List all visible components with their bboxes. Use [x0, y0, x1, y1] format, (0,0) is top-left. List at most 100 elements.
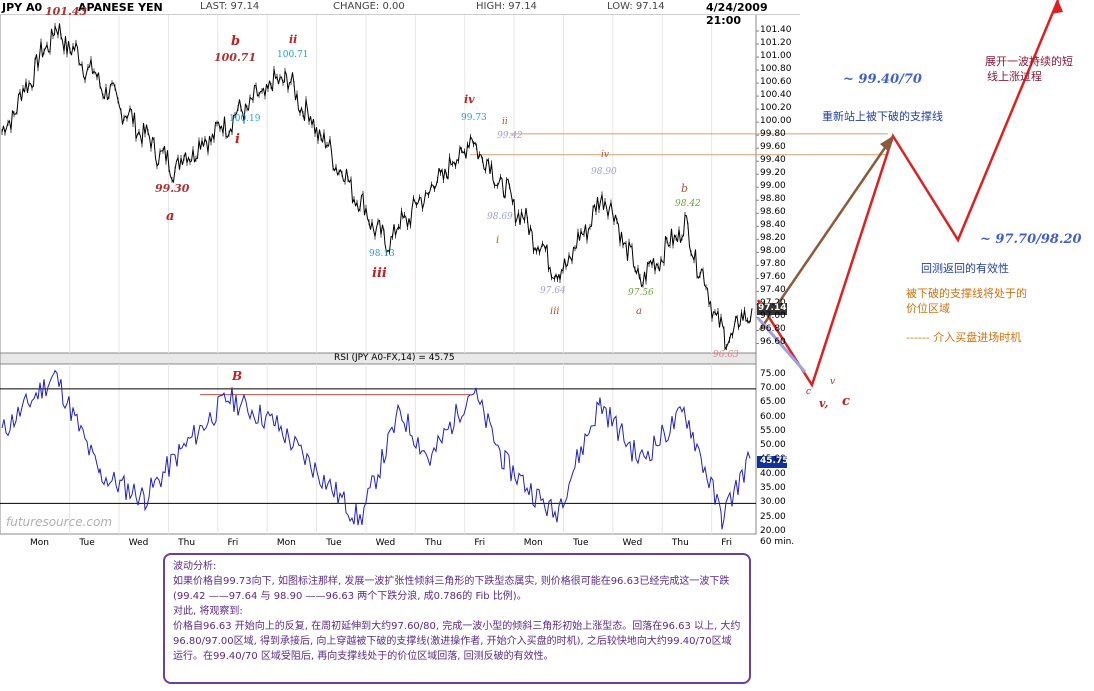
label-i-small: i — [496, 235, 500, 246]
rsi-tick-label: 25.00 — [760, 511, 786, 522]
price-tick-label: 97.60 — [760, 272, 786, 283]
price-tick-label: 99.20 — [760, 168, 786, 179]
label-100-71-red: 100.71 — [214, 51, 257, 64]
rsi-tick-label: 40.00 — [760, 468, 786, 479]
price-tick-label: 98.00 — [760, 246, 786, 257]
price-line — [1, 23, 753, 351]
price-tick-label: 97.40 — [760, 285, 786, 296]
x-tick-label: Tue — [573, 538, 589, 548]
x-tick-label: Fri — [227, 538, 239, 548]
price-pane-frame — [0, 13, 757, 354]
x-tick-label: Wed — [128, 538, 149, 548]
reclaim-note: 重新站上被下破的支撑线 — [822, 110, 943, 123]
x-tick-label: Tue — [326, 538, 342, 548]
rsi-tick-label: 35.00 — [760, 483, 786, 494]
price-tick-label: 100.80 — [760, 64, 792, 75]
label-98-42: 98.42 — [675, 199, 701, 209]
x-tick-label: Wed — [622, 538, 643, 548]
projection-purple-line — [756, 317, 807, 373]
chart-header: JPY A0 APANESE YEN LAST: 97.14 CHANGE: 0… — [0, 0, 800, 27]
analysis-title: 波动分析: — [173, 561, 217, 572]
rsi-line — [1, 369, 751, 530]
x-tick-label: Thu — [425, 538, 442, 548]
price-tick-label: 100.20 — [760, 103, 792, 114]
rsi-tick-label: 60.00 — [760, 411, 786, 422]
datetime: 4/24/2009 21:00 — [706, 1, 768, 27]
analysis-box: 波动分析: 如果价格自99.73向下, 如图标注那样, 发展一波扩张性倾斜三角形… — [163, 553, 751, 684]
target-97-70-98-20: ~ 97.70/98.20 — [980, 232, 1082, 247]
label-97-56: 97.56 — [628, 288, 654, 298]
price-tick-label: 99.60 — [760, 142, 786, 153]
analysis-paragraph-3: 价格自96.63 开始向上的反复, 在周初延伸到大约97.60/80, 完成一波… — [173, 621, 741, 662]
price-tick-label: 96.80 — [760, 324, 786, 335]
price-tick-label: 99.40 — [760, 155, 786, 166]
x-unit: 60 min. — [760, 537, 795, 547]
rsi-tick-label: 45.00 — [760, 454, 786, 465]
high: HIGH: 97.14 — [476, 1, 537, 12]
label-101-43: 101.43 — [45, 5, 88, 18]
rsi-tick-label: 70.00 — [760, 382, 786, 393]
analysis-paragraph-1: 如果价格自99.73向下, 如图标注那样, 发展一波扩张性倾斜三角形的下跌型态属… — [173, 576, 730, 602]
label-iii-small: iii — [550, 306, 560, 317]
rsi-title-bar — [0, 352, 757, 365]
x-tick-label: Mon — [30, 538, 49, 548]
symbol: JPY A0 — [2, 1, 43, 14]
last-price: LAST: 97.14 — [200, 1, 260, 12]
label-98-13: 98.13 — [369, 249, 395, 259]
x-tick-label: Mon — [276, 538, 296, 548]
retest-note: 回测返回的有效性 — [921, 262, 1009, 275]
x-tick-label: Tue — [79, 538, 95, 548]
label-iii-red: iii — [372, 266, 387, 281]
price-tick-label: 101.00 — [760, 51, 792, 62]
label-100-71-blue: 100.71 — [277, 50, 309, 60]
label-iv-red: iv — [464, 93, 475, 106]
rsi-tick-label: 30.00 — [760, 497, 786, 508]
x-tick-label: Thu — [178, 538, 196, 548]
instrument-name: APANESE YEN — [78, 1, 163, 14]
wave-v-red: v, — [819, 397, 829, 410]
last-price-box — [757, 303, 787, 315]
label-99-73: 99.73 — [461, 113, 487, 123]
price-tick-label: 99.80 — [760, 129, 786, 140]
price-tick-label: 98.60 — [760, 207, 786, 218]
rsi-tick-label: 50.00 — [760, 440, 786, 451]
label-96-63: 96.63 — [713, 350, 739, 360]
projection-brown-arrowhead — [880, 136, 893, 152]
label-iv-small: iv — [601, 150, 609, 160]
wave-c-small: c — [806, 387, 812, 397]
label-97-64: 97.64 — [540, 286, 566, 296]
price-tick-label: 97.20 — [760, 298, 786, 309]
low: LOW: 97.14 — [607, 1, 665, 12]
price-tick-label: 96.60 — [760, 337, 786, 348]
label-99-42: 99.42 — [497, 131, 523, 141]
wave-c-red: c — [842, 394, 850, 409]
label-99-30: 99.30 — [155, 182, 190, 195]
rsi-tick-label: 55.00 — [760, 425, 786, 436]
price-tick-label: 97.00 — [760, 311, 786, 322]
projection-path — [756, 0, 1063, 388]
rsi-value-box — [757, 456, 787, 468]
extend-note-1: 展开一波持续的短 — [985, 55, 1073, 68]
last-price-label: 97.14 — [758, 303, 787, 313]
rsi-tick-label: 20.00 — [760, 526, 786, 536]
projection-arrowhead — [1051, 0, 1063, 14]
label-b-small: b — [681, 182, 689, 195]
price-tick-label: 97.80 — [760, 259, 786, 270]
support-lines — [470, 133, 888, 156]
projection-brown-line — [758, 135, 895, 331]
analysis-paragraph-2: 对此, 将观察到: — [173, 606, 243, 617]
label-a-left: a — [166, 209, 175, 224]
rsi-reference-lines — [0, 388, 756, 504]
watermark: futuresource.com — [6, 515, 113, 529]
extend-note-2: 线上涨过程 — [987, 70, 1042, 83]
entry-note: ------ 介入买盘进场时机 — [906, 331, 1022, 344]
price-tick-label: 101.40 — [760, 25, 792, 36]
price-tick-label: 100.60 — [760, 77, 792, 88]
label-98-69: 98.69 — [487, 212, 513, 222]
rsi-pane-frame — [0, 363, 757, 535]
label-B-rsi: B — [232, 369, 243, 383]
wave-v-small: v — [830, 377, 836, 387]
price-series — [1, 22, 753, 351]
label-98-90: 98.90 — [591, 167, 617, 177]
